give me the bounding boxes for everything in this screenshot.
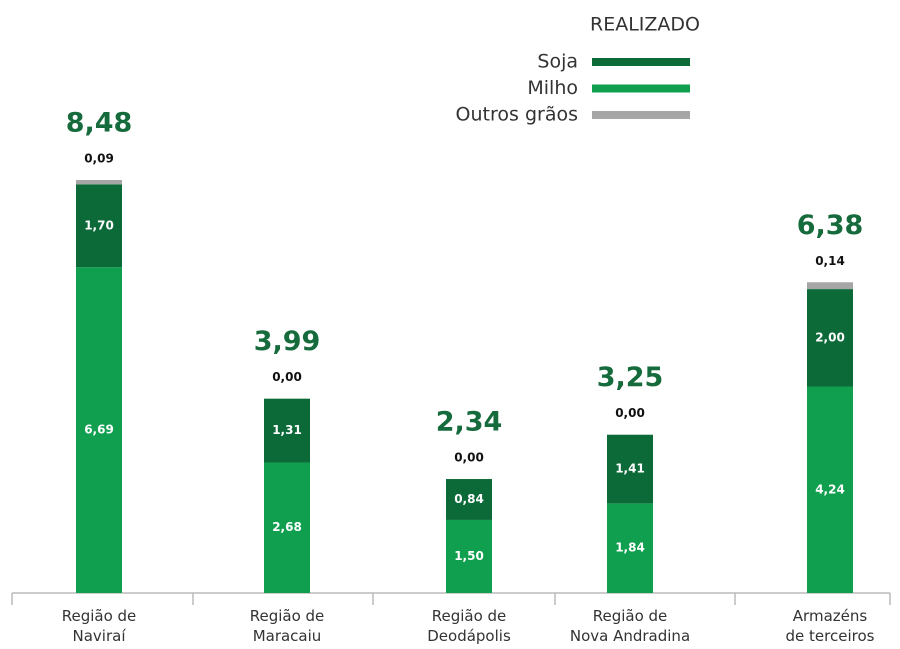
x-tick-label: Região de Maracaiu <box>249 607 325 645</box>
legend-label: Outros grãos <box>456 104 578 126</box>
x-tick-label: Região de Naviraí <box>61 607 137 645</box>
total-label: 3,99 <box>254 326 321 357</box>
value-label: 0,00 <box>454 451 484 465</box>
bar-segment <box>76 184 122 268</box>
value-label: 1,41 <box>615 462 645 476</box>
value-label: 0,00 <box>615 406 645 420</box>
value-label: 1,31 <box>272 423 302 437</box>
value-label: 0,14 <box>815 254 845 268</box>
x-tick-label: Região de Deodápolis <box>427 607 511 645</box>
bar-segment <box>807 386 853 593</box>
legend-title: REALIZADO <box>590 14 700 36</box>
value-label: 2,00 <box>815 330 845 344</box>
legend-label: Soja <box>537 51 578 73</box>
bar-segment <box>807 289 853 387</box>
bar-segment <box>264 462 310 593</box>
bar-segment <box>807 282 853 290</box>
legend-swatch <box>592 58 690 66</box>
bar-segment <box>607 434 653 504</box>
x-tick-label: Região de Nova Andradina <box>569 607 691 645</box>
total-label: 3,25 <box>597 362 664 393</box>
total-label: 2,34 <box>436 407 503 438</box>
value-label: 2,68 <box>272 520 302 534</box>
value-label: 0,09 <box>84 152 114 166</box>
total-label: 8,48 <box>66 108 133 139</box>
value-label: 1,84 <box>615 541 645 555</box>
bar-segment <box>446 479 492 520</box>
bar-segment <box>446 519 492 593</box>
value-label: 4,24 <box>815 482 845 496</box>
value-label: 1,50 <box>454 549 484 563</box>
bar-segment <box>607 503 653 593</box>
bar-segment <box>264 398 310 463</box>
bar-segment <box>76 180 122 185</box>
x-tick-label: Armazéns de terceiros <box>785 607 875 645</box>
legend-swatch <box>592 111 690 119</box>
value-label: 6,69 <box>84 423 114 437</box>
total-label: 6,38 <box>797 210 864 241</box>
bar-segment <box>76 267 122 593</box>
legend-swatch <box>592 84 690 93</box>
value-label: 0,84 <box>454 492 484 506</box>
value-label: 0,00 <box>272 370 302 384</box>
value-label: 1,70 <box>84 218 114 232</box>
legend-label: Milho <box>527 77 578 99</box>
